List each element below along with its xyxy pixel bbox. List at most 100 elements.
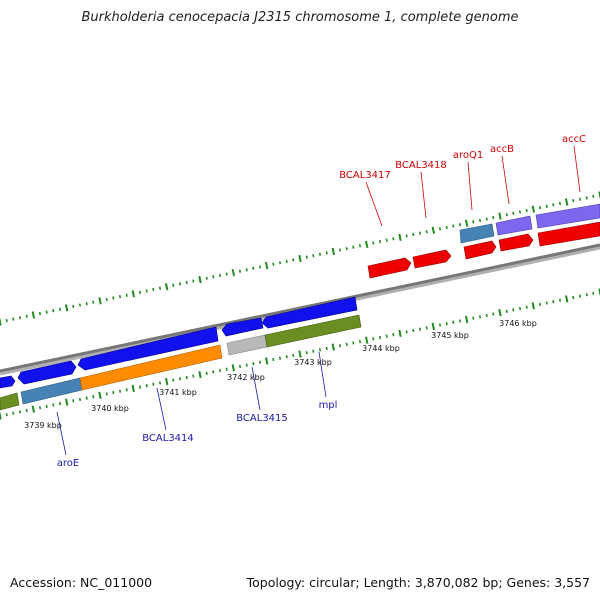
minor-tick [225,272,228,276]
major-tick [498,212,502,220]
major-tick [164,283,169,291]
gene-label-bcal3417[interactable]: BCAL3417 [339,170,391,181]
gene-blue-3[interactable] [77,326,219,371]
minor-tick [185,280,188,285]
leader-aroq1 [467,161,473,211]
minor-tick [5,318,8,323]
gene-blue-1[interactable] [0,375,16,389]
gene-orange[interactable] [79,344,223,391]
minor-tick [572,199,575,203]
minor-tick [45,404,48,408]
gene-red-4[interactable] [498,233,534,252]
major-tick [465,315,469,324]
major-tick [398,233,402,241]
gene-red-2[interactable] [412,249,452,269]
kbp-label: 3739 kbp [24,421,62,430]
gene-label-accb[interactable]: accB [490,144,514,155]
minor-tick [585,196,588,200]
minor-tick [545,204,548,208]
gene-olive-1[interactable] [0,392,20,411]
kbp-label: 3744 kbp [362,344,400,353]
minor-tick [72,399,75,403]
minor-tick [478,315,482,319]
minor-tick [418,327,422,331]
minor-tick [425,230,428,234]
minor-tick [125,388,128,392]
minor-tick [318,252,322,256]
minor-tick [38,406,42,410]
minor-tick [118,389,122,393]
minor-tick [285,259,288,263]
minor-tick [318,348,322,352]
gene-label-aroq1[interactable]: aroQ1 [453,150,483,161]
minor-tick [205,276,208,280]
minor-tick [52,309,55,313]
gene-label-bcal3414[interactable]: BCAL3414 [142,433,194,444]
minor-tick [138,290,142,294]
gene-label-aroe[interactable]: aroE [57,458,79,469]
minor-tick [205,371,208,375]
major-tick [198,371,202,379]
minor-tick [492,215,495,220]
gene-gray[interactable] [226,334,268,356]
major-tick [298,350,302,358]
minor-tick [125,293,128,297]
minor-tick [12,317,15,321]
minor-tick [392,237,395,241]
minor-tick [418,231,422,235]
genome-summary-text: Topology: circular; Length: 3,870,082 bp… [246,575,590,590]
minor-tick [58,401,62,406]
minor-tick [492,312,495,316]
minor-tick [472,316,475,320]
upper-tick-track [0,191,600,326]
major-tick [564,198,569,206]
gene-purple-2[interactable] [535,203,600,229]
gene-red-1[interactable] [367,257,412,279]
major-tick [0,318,2,326]
major-tick [331,247,336,256]
minor-tick [172,378,175,382]
minor-tick [152,287,155,292]
gene-label-mpl[interactable]: mpl [319,400,338,411]
minor-tick [85,396,88,400]
gene-blue-5[interactable] [261,296,358,329]
minor-tick [105,392,108,396]
minor-tick [305,255,308,259]
gene-red-5[interactable] [537,221,600,247]
gene-olive-2[interactable] [264,314,362,348]
gene-red-3[interactable] [463,240,497,260]
minor-tick [218,273,222,278]
backbone [0,243,600,373]
minor-tick [558,298,562,302]
minor-tick [212,275,215,279]
minor-tick [452,320,455,324]
gene-label-bcal3418[interactable]: BCAL3418 [395,160,447,171]
minor-tick [438,323,442,327]
major-tick [131,384,135,393]
gene-steel-upper[interactable] [459,223,495,244]
minor-tick [118,294,122,299]
gene-blue-4[interactable] [221,317,264,337]
kbp-label: 3743 kbp [294,358,332,367]
gene-label-bcal3415[interactable]: BCAL3415 [236,413,288,424]
minor-tick [485,217,488,221]
minor-tick [312,349,315,353]
minor-tick [505,213,508,217]
minor-tick [372,241,375,245]
minor-tick [552,300,555,304]
minor-tick [92,300,95,304]
gene-blue-2[interactable] [17,360,77,385]
minor-tick [378,335,382,340]
major-tick [331,343,335,351]
minor-tick [145,289,148,293]
gene-purple-1[interactable] [495,215,533,236]
minor-tick [92,395,95,399]
gene-row-outer [0,203,600,389]
major-tick [98,391,102,399]
minor-tick [385,334,388,338]
gene-label-accc[interactable]: accC [562,134,586,145]
major-tick [0,412,2,420]
minor-tick [5,413,8,417]
minor-tick [518,306,522,311]
major-tick [31,311,36,319]
